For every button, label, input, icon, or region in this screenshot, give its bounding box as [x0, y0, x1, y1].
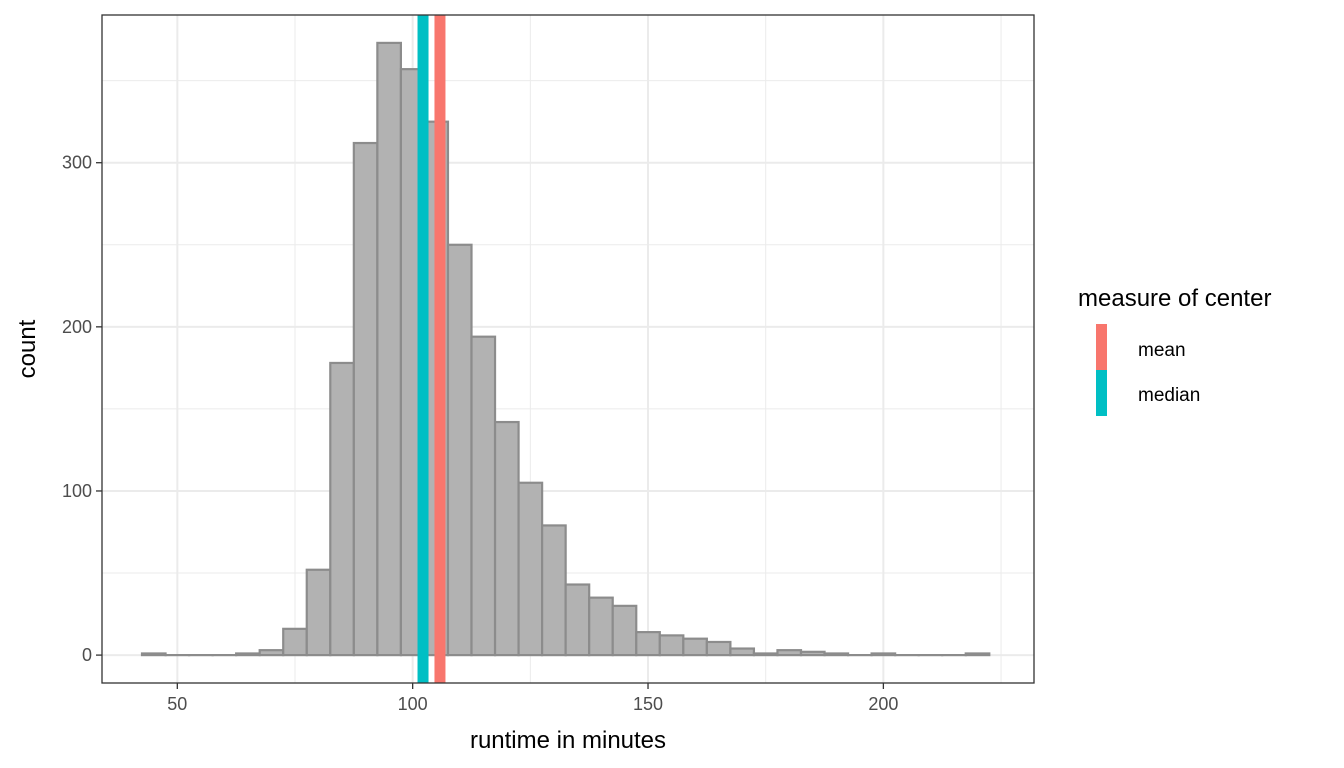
y-axis-title: count — [14, 319, 41, 378]
minor-gridlines — [102, 15, 1034, 683]
legend-title: measure of center — [1078, 285, 1271, 312]
x-axis-ticks: 50 100 150 200 — [167, 683, 898, 714]
legend: measure of center mean median — [1078, 285, 1271, 416]
histogram-bar — [352, 141, 379, 657]
y-axis-ticks: 0 100 200 300 — [62, 153, 102, 665]
x-axis-title: runtime in minutes — [470, 727, 666, 754]
x-tick-label: 200 — [868, 694, 898, 714]
histogram-bar — [329, 361, 355, 657]
panel-border — [101, 14, 1035, 684]
histogram-bar — [823, 652, 850, 657]
histogram-bar — [140, 652, 167, 657]
histogram-bar — [564, 583, 591, 657]
histogram-bar — [282, 627, 308, 657]
histogram-bar — [470, 335, 497, 657]
histogram-bar — [799, 650, 826, 657]
histogram-bar — [541, 524, 567, 657]
x-tick-label: 150 — [633, 694, 663, 714]
histogram-bar — [376, 41, 402, 657]
y-tick-label: 0 — [82, 645, 92, 665]
legend-label-median: median — [1138, 385, 1200, 406]
center-lines — [417, 15, 446, 683]
histogram-bar — [729, 647, 756, 657]
histogram-bar — [682, 637, 708, 657]
histogram-bar — [493, 420, 520, 657]
histogram-bar — [517, 481, 544, 657]
panel-background — [102, 15, 1034, 683]
histogram-bar — [446, 243, 473, 657]
histogram-bar — [752, 652, 779, 657]
histogram-bar — [305, 568, 332, 657]
histogram-bar — [258, 649, 285, 657]
legend-key-mean — [1096, 324, 1107, 370]
legend-label-mean: mean — [1138, 340, 1186, 361]
legend-key-median — [1096, 370, 1107, 416]
x-tick-label: 50 — [167, 694, 187, 714]
y-tick-label: 200 — [62, 317, 92, 337]
histogram-bar — [235, 652, 261, 657]
histogram-bar — [776, 649, 803, 657]
histogram-bar — [705, 640, 732, 657]
histogram-bar — [635, 631, 661, 657]
histogram-bar — [611, 604, 638, 657]
histogram-bar — [870, 652, 897, 657]
x-tick-label: 100 — [398, 694, 428, 714]
histogram-bar — [658, 634, 685, 657]
y-tick-label: 100 — [62, 481, 92, 501]
y-tick-label: 300 — [62, 153, 92, 173]
histogram-bar — [588, 596, 614, 657]
histogram-bar — [964, 652, 991, 657]
